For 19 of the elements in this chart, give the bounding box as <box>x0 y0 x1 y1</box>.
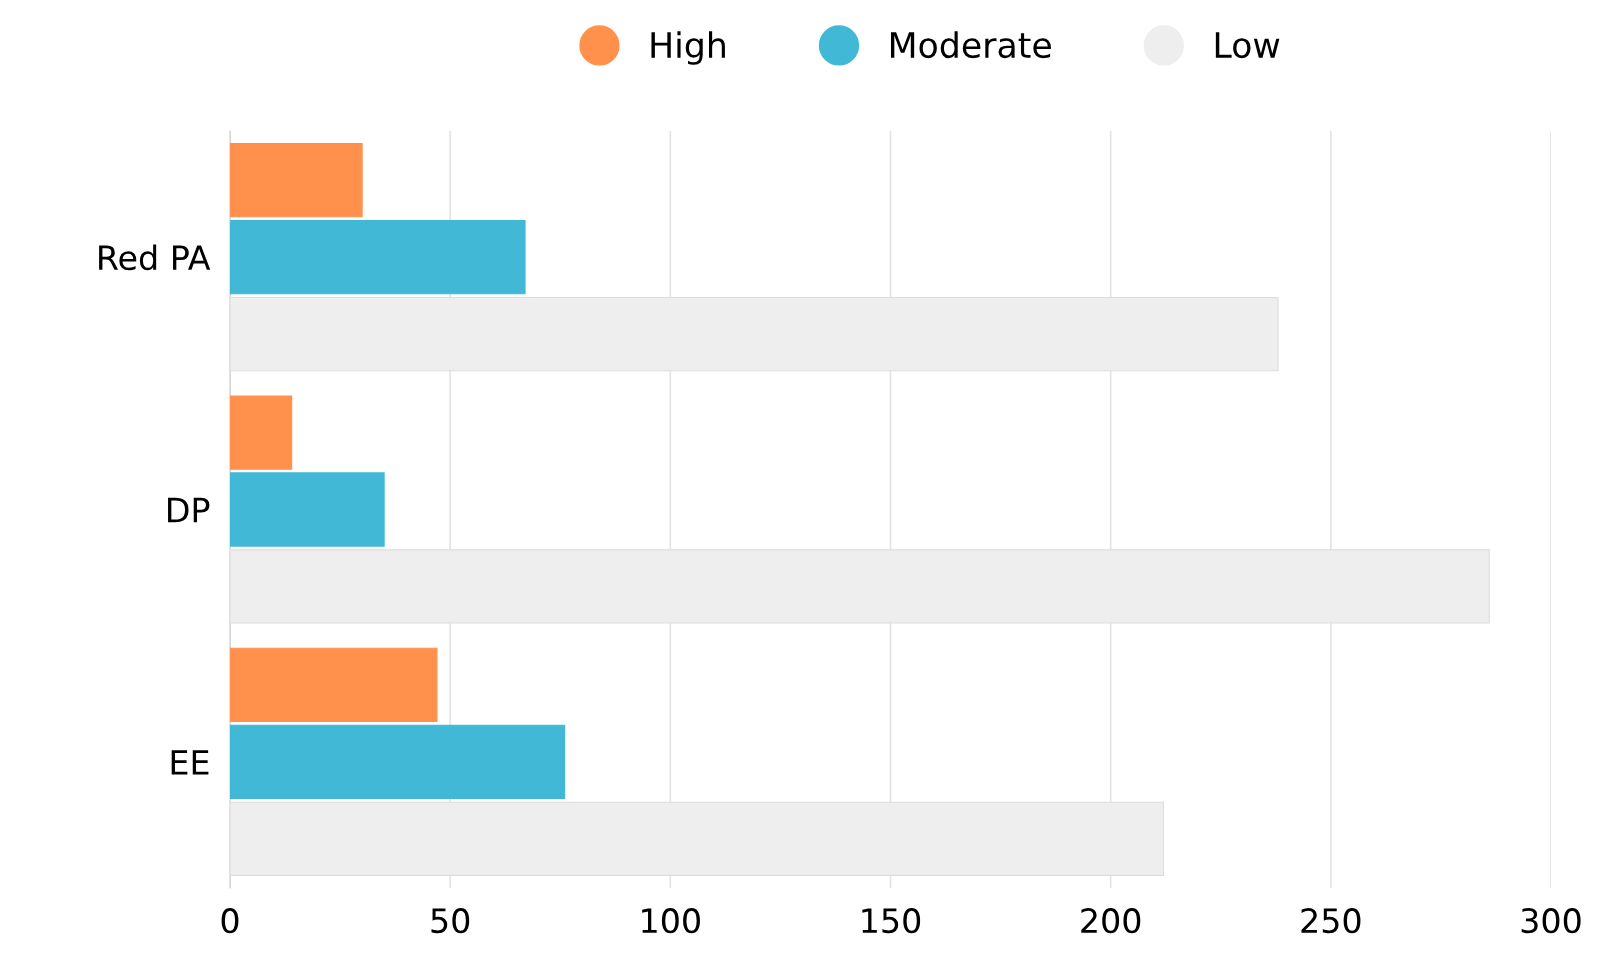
x-tick-label: 150 <box>862 908 921 934</box>
y-tick-label: DP <box>168 497 210 523</box>
x-tick-label: 100 <box>642 908 700 934</box>
bar <box>230 395 293 470</box>
bar <box>230 472 385 547</box>
bar <box>230 724 566 799</box>
bar <box>230 647 438 723</box>
x-tick-label: 0 <box>221 908 239 934</box>
x-tick-label: 50 <box>431 908 470 934</box>
y-tick-label: Red PA <box>99 244 211 271</box>
x-tick-label: 200 <box>1081 908 1141 934</box>
legend-label: Low <box>1215 32 1280 59</box>
legend-label: Moderate <box>891 31 1051 59</box>
x-tick-label: 250 <box>1301 908 1361 934</box>
bar <box>230 143 363 218</box>
y-tick-label: EE <box>171 750 209 775</box>
legend-label: High <box>651 31 725 65</box>
bar <box>230 220 526 295</box>
x-tick-label: 300 <box>1521 908 1581 934</box>
